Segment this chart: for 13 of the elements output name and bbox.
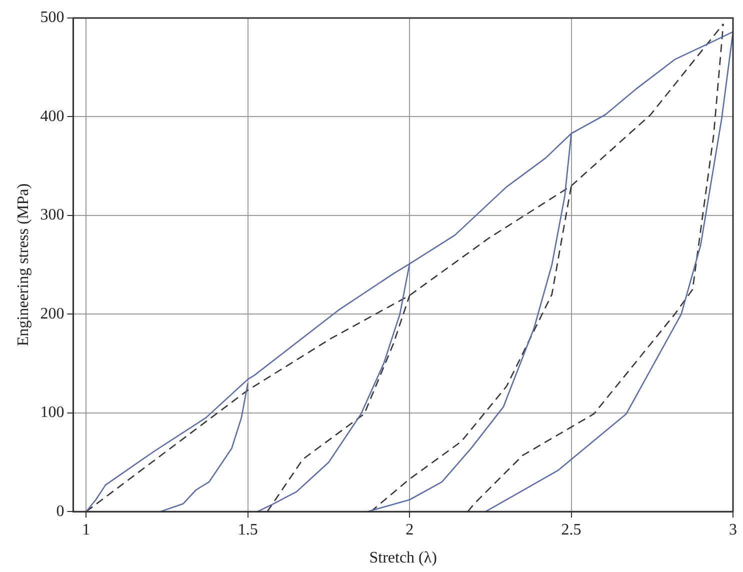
y-tick-label: 200 [40, 305, 64, 322]
y-axis-title: Engineering stress (MPa) [14, 183, 32, 346]
x-axis-title: Stretch (λ) [369, 550, 437, 567]
y-tick-label: 400 [40, 108, 64, 125]
y-tick-label: 0 [56, 502, 64, 520]
x-tick-label: 1.5 [238, 521, 258, 538]
x-tick-label: 2.5 [561, 521, 582, 538]
y-tick-label: 500 [40, 9, 64, 26]
x-tick-label: 3 [729, 521, 737, 538]
x-tick-label: 2 [406, 521, 414, 538]
y-tick-label: 300 [40, 206, 64, 224]
x-tick-label: 1 [82, 521, 90, 538]
y-tick-label: 100 [40, 404, 64, 422]
